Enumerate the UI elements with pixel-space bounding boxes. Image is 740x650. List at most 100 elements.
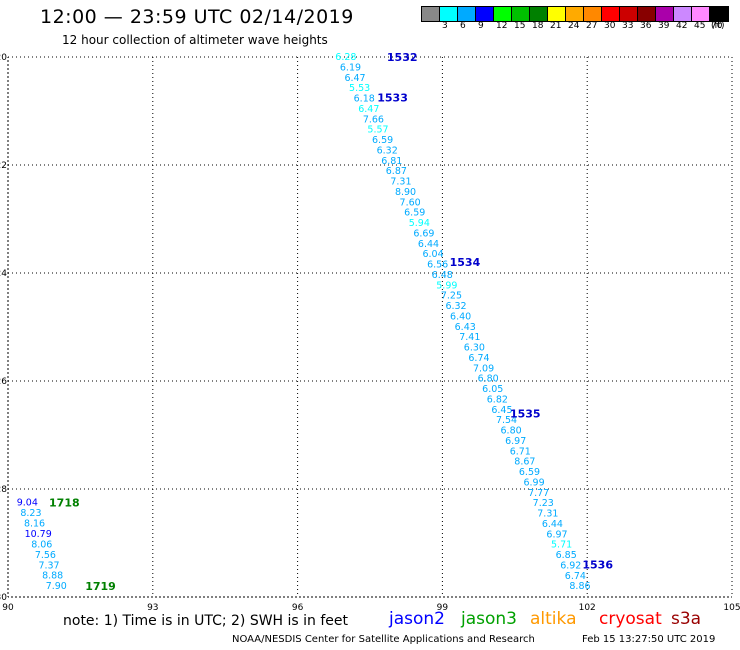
wave-height-value: 6.71	[510, 446, 531, 457]
legend-labels: 3 6 9 12 15 18 21 24 27 30 33 36 39 42 45 70 (ft)	[421, 21, 740, 33]
wave-height-value: 6.05	[482, 384, 503, 395]
legend-swatch	[638, 7, 656, 21]
wave-height-value: 6.69	[413, 228, 434, 239]
wave-height-value: 6.04	[422, 249, 443, 260]
map-subtitle: 12 hour collection of altimeter wave hei…	[62, 33, 328, 47]
wave-height-value: 8.23	[20, 508, 41, 519]
legend-swatch	[476, 7, 494, 21]
lon-tick-label: 93	[147, 603, 158, 613]
satellite-cryosat: cryosat	[599, 609, 662, 629]
wave-height-value: 6.59	[519, 467, 540, 478]
wave-height-value: 6.74	[565, 571, 586, 582]
wave-height-value: 6.80	[501, 426, 522, 437]
legend-label: 39	[658, 21, 670, 31]
wave-height-value: 7.09	[473, 363, 494, 374]
wave-height-value: 6.40	[450, 311, 471, 322]
satellite-altika: altika	[530, 609, 577, 629]
wave-height-value: 7.90	[46, 581, 67, 592]
track-jason2: 6.286.196.475.536.186.477.665.576.596.32…	[335, 51, 613, 592]
wave-height-value: 7.25	[441, 291, 462, 302]
wave-height-value: 6.82	[487, 394, 508, 405]
lon-tick-label: 105	[723, 603, 740, 613]
wave-height-value: 6.19	[340, 62, 361, 73]
units-note: note: 1) Time is in UTC; 2) SWH is in fe…	[63, 613, 349, 629]
lat-tick-label: -22	[0, 161, 7, 171]
legend-swatch	[674, 7, 692, 21]
wave-height-color-legend	[421, 6, 729, 22]
map-grid	[7, 56, 733, 598]
legend-swatch	[584, 7, 602, 21]
wave-height-value: 6.30	[464, 343, 485, 354]
legend-label: 45	[694, 21, 706, 31]
satellite-jason2: jason2	[389, 609, 445, 629]
legend-label: 24	[568, 21, 580, 31]
legend-swatch	[602, 7, 620, 21]
time-label: 1719	[85, 580, 116, 593]
axis-tick-labels: 90 93 96 99 102 105 -20 -22 -24 -26 -28 -30	[0, 53, 740, 613]
legend-swatch	[422, 7, 440, 21]
legend-swatch	[530, 7, 548, 21]
wave-height-value: 8.16	[24, 518, 45, 529]
wave-height-value: 6.81	[381, 156, 402, 167]
wave-height-value: 8.67	[514, 457, 535, 468]
satellite-s3a: s3a	[671, 609, 702, 629]
wave-height-value: 6.56	[427, 260, 448, 271]
wave-height-value: 6.44	[418, 239, 439, 250]
wave-height-value: 5.71	[551, 540, 572, 551]
wave-height-value: 6.47	[358, 104, 379, 115]
lon-tick-label: 96	[292, 603, 304, 613]
legend-swatch	[692, 7, 710, 21]
wave-height-value: 7.54	[496, 415, 517, 426]
wave-height-value: 8.06	[31, 539, 52, 550]
legend-label: (ft)	[711, 21, 725, 31]
wave-height-value: 6.43	[455, 322, 476, 333]
lat-tick-label: -28	[0, 485, 7, 495]
time-label: 1718	[49, 497, 80, 510]
wave-height-value: 5.57	[367, 125, 388, 136]
legend-label: 18	[532, 21, 544, 31]
legend-label: 70	[711, 21, 723, 31]
lat-tick-label: -24	[0, 269, 7, 279]
legend-swatch	[458, 7, 476, 21]
wave-height-value: 6.99	[523, 477, 544, 488]
legend-swatch	[548, 7, 566, 21]
wave-height-value: 6.59	[372, 135, 393, 146]
wave-height-value: 6.18	[354, 94, 375, 105]
lat-tick-label: -30	[0, 593, 7, 603]
wave-height-value: 6.59	[404, 208, 425, 219]
legend-swatch	[656, 7, 674, 21]
legend-label: 30	[604, 21, 616, 31]
wave-height-value: 7.56	[35, 550, 56, 561]
wave-height-value: 5.99	[436, 280, 457, 291]
legend-swatch	[710, 7, 728, 21]
legend-label: 6	[460, 21, 466, 31]
wave-height-value: 8.86	[569, 581, 590, 592]
wave-height-value: 6.47	[344, 73, 365, 84]
time-label: 1533	[377, 92, 408, 105]
wave-height-value: 6.92	[560, 560, 581, 571]
legend-label: 27	[586, 21, 598, 31]
map-border	[7, 56, 733, 598]
wave-height-value: 6.87	[386, 166, 407, 177]
map-frame	[7, 56, 733, 598]
wave-height-value: 7.37	[38, 560, 59, 571]
wave-height-value: 7.77	[528, 488, 549, 499]
time-label: 1532	[387, 51, 418, 64]
wave-height-value: 6.97	[505, 436, 526, 447]
legend-label: 36	[640, 21, 652, 31]
time-label: 1536	[582, 559, 613, 572]
legend-label: 12	[496, 21, 508, 31]
wave-height-value: 5.53	[349, 83, 370, 94]
wave-height-value: 6.28	[335, 52, 356, 63]
legend-swatch	[620, 7, 638, 21]
wave-height-value: 7.23	[533, 498, 554, 509]
lat-tick-label: -26	[0, 377, 7, 387]
wave-height-value: 8.88	[42, 571, 63, 582]
lon-tick-label: 90	[2, 603, 14, 613]
lon-tick-label: 102	[579, 603, 596, 613]
time-label: 1534	[450, 256, 481, 269]
legend-swatch	[566, 7, 584, 21]
wave-height-value: 7.41	[459, 332, 480, 343]
